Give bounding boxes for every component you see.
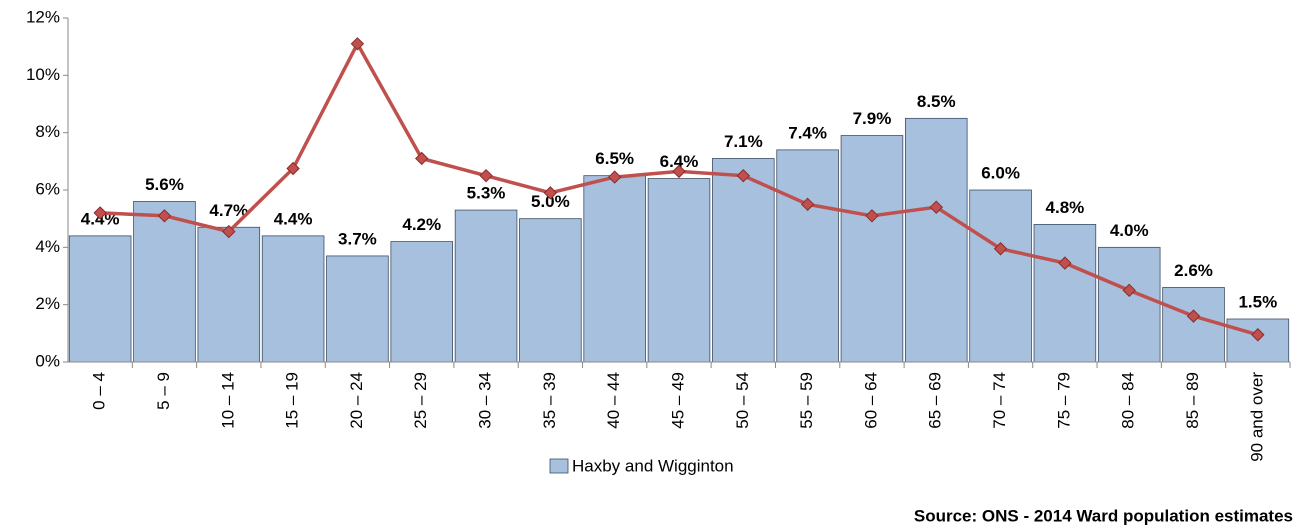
data-label: 5.3%	[467, 184, 506, 203]
x-tick-label: 5 – 9	[154, 372, 173, 410]
bar	[647, 178, 711, 363]
x-tick-label: 90 and over	[1247, 372, 1266, 462]
line-marker	[222, 224, 236, 239]
data-label: 5.6%	[145, 175, 184, 194]
data-label: 6.5%	[595, 149, 634, 168]
x-tick-label: 65 – 69	[926, 372, 945, 429]
data-label: 2.6%	[1174, 261, 1213, 280]
line-marker	[736, 168, 751, 183]
x-tick-label: 45 – 49	[668, 372, 687, 429]
data-label: 6.0%	[981, 163, 1020, 182]
bar	[904, 117, 968, 363]
x-tick-label: 50 – 54	[733, 372, 752, 429]
line-marker	[1058, 256, 1072, 270]
line-marker	[479, 168, 493, 183]
x-tick-label: 85 – 89	[1183, 372, 1202, 429]
y-tick-label: 4%	[35, 237, 60, 256]
data-label: 8.5%	[917, 92, 956, 111]
line-marker	[1186, 309, 1201, 323]
x-tick-label: 55 – 59	[797, 372, 816, 429]
data-label: 7.9%	[853, 109, 892, 128]
bar	[1033, 223, 1097, 363]
line-marker	[800, 197, 815, 212]
data-label: 6.4%	[660, 152, 699, 171]
y-tick-label: 10%	[26, 65, 60, 84]
data-label: 5.0%	[531, 192, 570, 211]
bar	[583, 175, 646, 363]
line-marker	[993, 242, 1008, 256]
line-marker	[607, 170, 622, 184]
bar	[519, 218, 582, 363]
x-tick-label: 40 – 44	[604, 372, 623, 429]
data-label: 1.5%	[1238, 292, 1277, 311]
line-marker	[286, 161, 300, 176]
bar	[712, 158, 775, 363]
data-label: 4.8%	[1046, 198, 1085, 217]
x-tick-label: 80 – 84	[1119, 372, 1138, 429]
x-tick-label: 25 – 29	[411, 372, 430, 429]
x-tick-label: 75 – 79	[1054, 372, 1073, 429]
x-tick-label: 10 – 14	[218, 372, 237, 429]
line-marker	[1122, 283, 1136, 298]
line-marker	[865, 209, 879, 223]
bar	[133, 201, 196, 363]
bar	[454, 209, 518, 363]
line-marker	[929, 200, 943, 214]
bar	[1097, 246, 1161, 363]
source-note: Source: ONS - 2014 Ward population estim…	[914, 506, 1293, 525]
bar	[261, 235, 325, 363]
line-marker	[1251, 328, 1265, 342]
line-marker	[350, 37, 365, 51]
line-marker	[672, 164, 686, 179]
y-tick-label: 0%	[35, 351, 60, 370]
legend-label: Haxby and Wigginton	[572, 456, 734, 475]
line-marker	[157, 209, 172, 223]
data-label: 4.2%	[402, 215, 441, 234]
bar	[68, 235, 132, 363]
line-marker	[93, 206, 107, 220]
bar	[326, 255, 389, 363]
legend-swatch	[549, 458, 569, 474]
x-tick-label: 15 – 19	[283, 372, 302, 429]
data-label: 4.4%	[274, 209, 313, 228]
line-marker	[415, 151, 429, 166]
x-tick-label: 20 – 24	[347, 372, 366, 429]
data-label: 3.7%	[338, 229, 377, 248]
data-label: 4.0%	[1110, 221, 1149, 240]
bar	[1162, 287, 1225, 363]
bar	[776, 149, 839, 363]
x-tick-label: 0 – 4	[90, 372, 109, 410]
x-tick-label: 35 – 39	[540, 372, 559, 429]
data-label: 7.1%	[724, 132, 763, 151]
x-tick-label: 70 – 74	[990, 372, 1009, 429]
bar	[840, 135, 904, 363]
bar	[1226, 318, 1290, 363]
y-tick-label: 12%	[26, 7, 60, 26]
data-label: 7.4%	[788, 123, 827, 142]
bar	[390, 241, 454, 363]
bar	[197, 226, 261, 363]
y-tick-label: 6%	[35, 179, 60, 198]
bar	[969, 189, 1032, 363]
data-label: 4.7%	[209, 201, 248, 220]
x-tick-label: 60 – 64	[861, 372, 880, 429]
y-tick-label: 2%	[35, 294, 60, 313]
line-marker	[543, 186, 558, 200]
x-tick-label: 30 – 34	[476, 372, 495, 429]
y-tick-label: 8%	[35, 122, 60, 141]
